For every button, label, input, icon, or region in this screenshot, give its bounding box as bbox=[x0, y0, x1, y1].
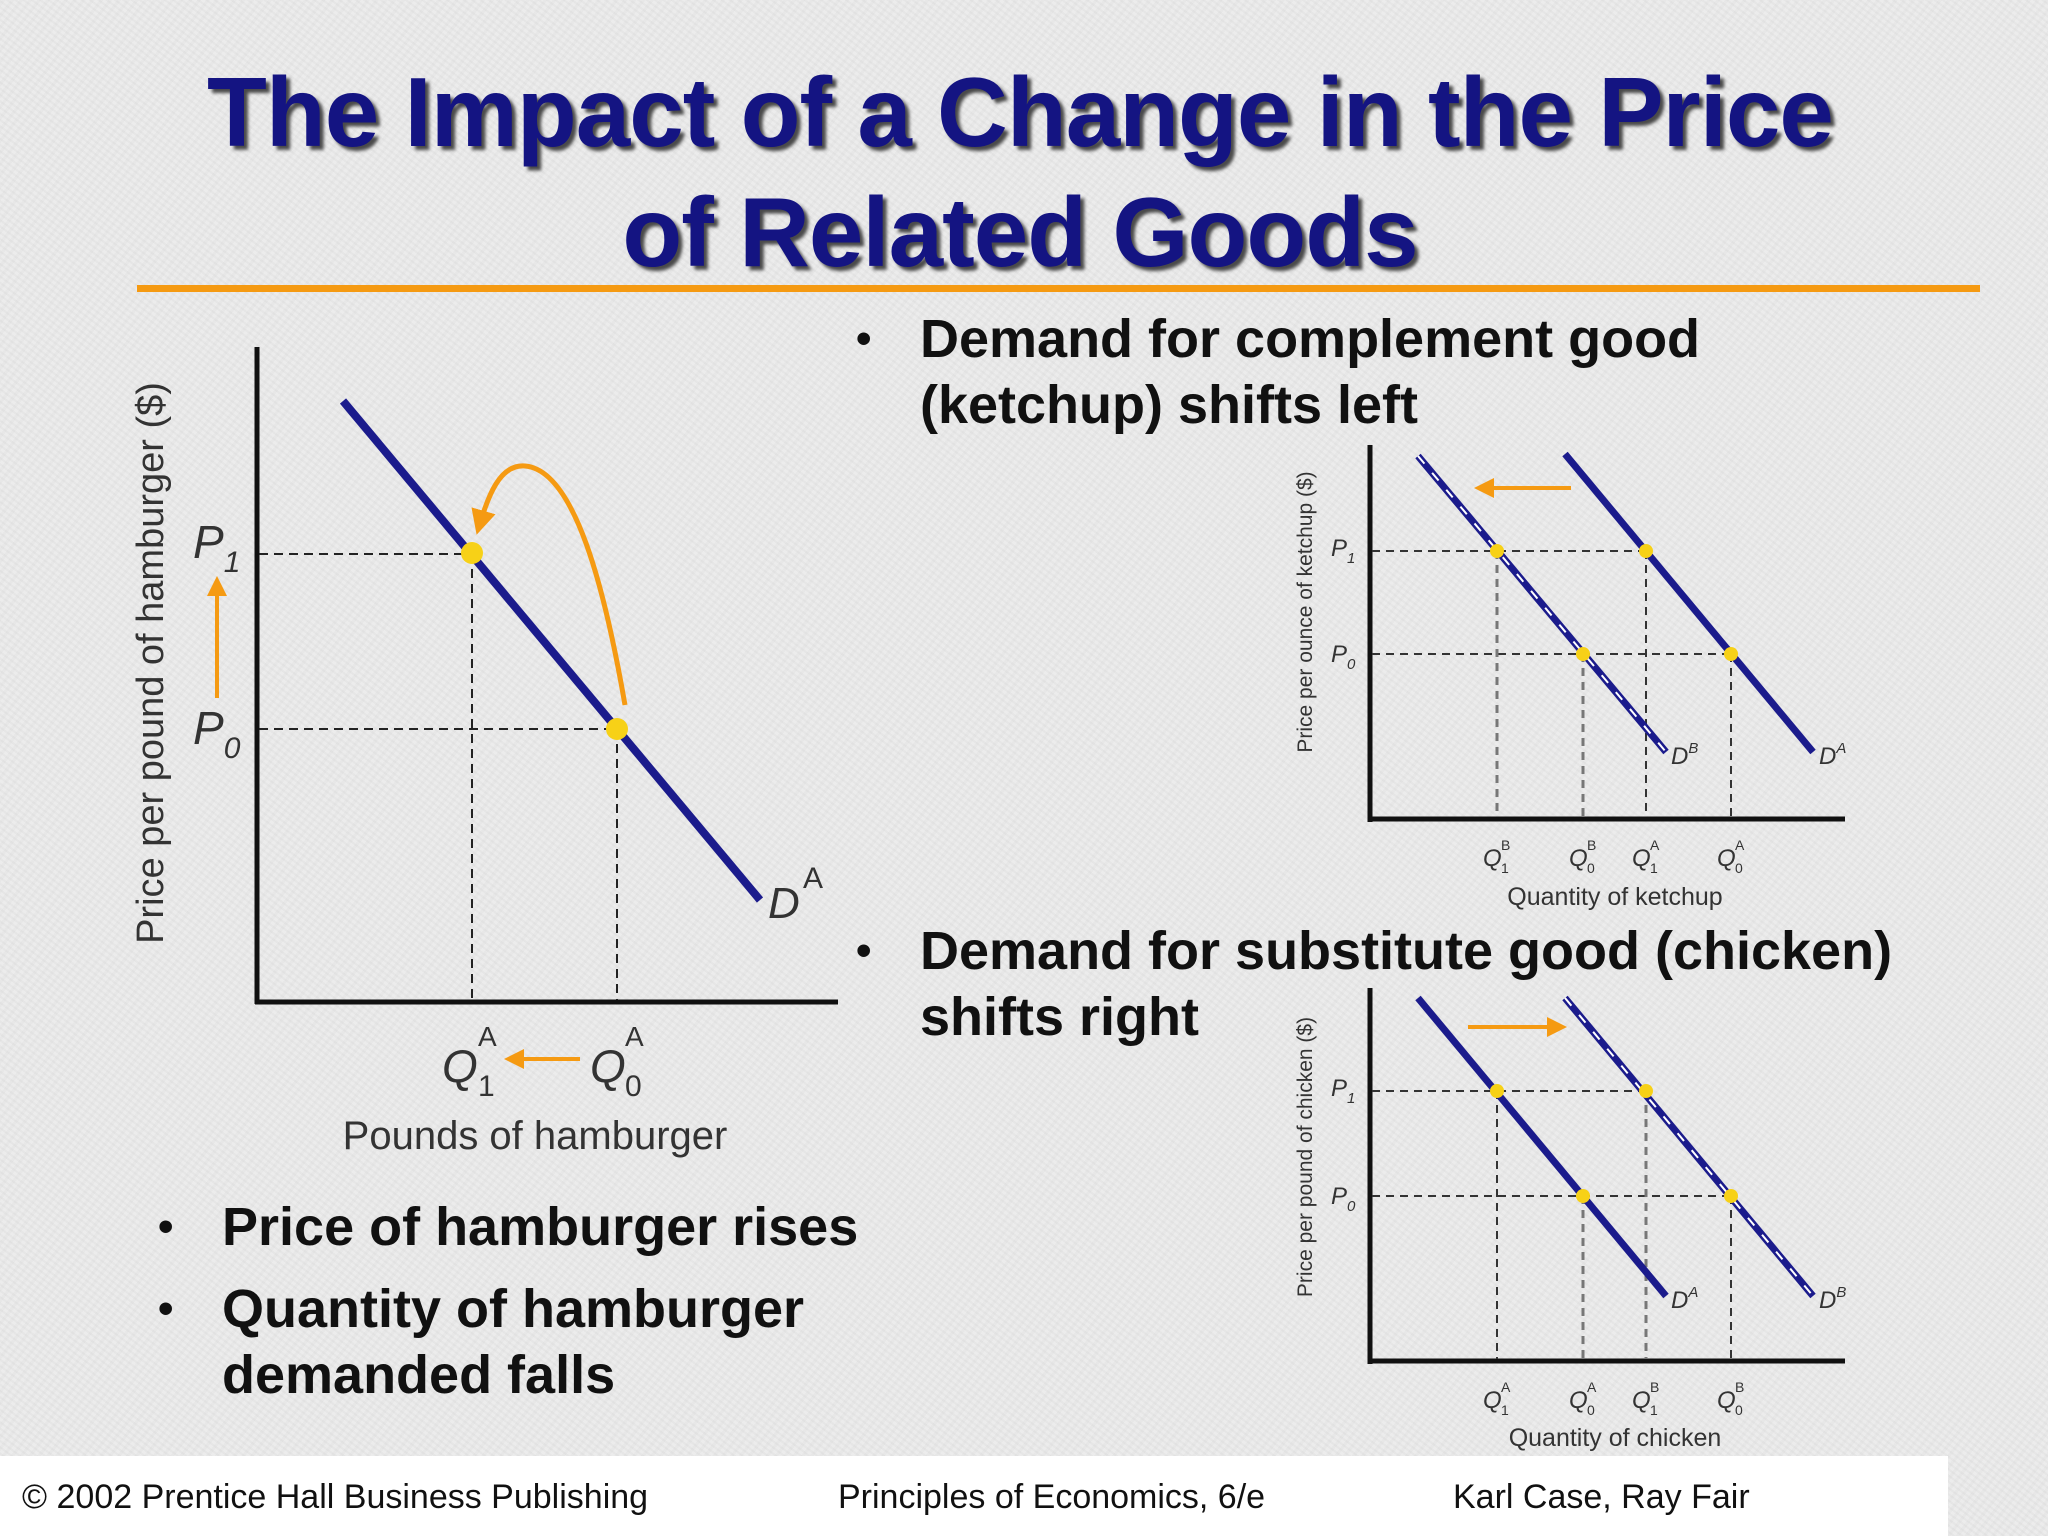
chicken-graph: P1 P0 DA DB Q A1 Q A0 Q B1 Q B0 Quantity of chi… bbox=[1294, 988, 1846, 1452]
bullet-item: • Quantity of hamburger demanded falls bbox=[158, 1276, 958, 1408]
footer-authors: Karl Case, Ray Fair bbox=[1453, 1478, 1750, 1516]
title-line-2: of Related Goods bbox=[622, 177, 1418, 287]
substitute-line-1: Demand for substitute good (chicken) bbox=[920, 921, 1893, 981]
title-line-1: The Impact of a Change in the Price bbox=[207, 57, 1834, 167]
ketchup-curve-b-label: DB bbox=[1671, 740, 1698, 770]
chicken-tick-2-sub: 0 bbox=[1587, 1402, 1595, 1418]
ketchup-demand-curve-b bbox=[1415, 453, 1669, 755]
chicken-tick-1-sup: A bbox=[1501, 1379, 1511, 1395]
chicken-tick-3-sub: 1 bbox=[1650, 1402, 1658, 1418]
hamburger-y-axis-label: Price per pound of hamburger ($) bbox=[130, 382, 172, 944]
hamburger-q0-label: Q bbox=[590, 1040, 626, 1092]
chicken-p1-label: P1 bbox=[1331, 1075, 1355, 1107]
hamburger-q1-sub: 1 bbox=[478, 1070, 495, 1103]
footer-copyright: © 2002 Prentice Hall Business Publishing bbox=[22, 1478, 649, 1516]
ketchup-curve-a-label: DA bbox=[1819, 740, 1846, 770]
bullet-text: Price of hamburger rises bbox=[222, 1197, 859, 1257]
chicken-x-axis-label: Quantity of chicken bbox=[1509, 1424, 1722, 1452]
chicken-point-b-p0 bbox=[1724, 1189, 1738, 1203]
bullet-marker: • bbox=[158, 1202, 174, 1251]
ketchup-point-a-p0 bbox=[1724, 647, 1738, 661]
chicken-tick-1: Q bbox=[1483, 1387, 1502, 1414]
ketchup-tick-2: Q bbox=[1569, 845, 1588, 872]
complement-line-2: (ketchup) shifts left bbox=[920, 375, 1419, 435]
hamburger-curve-label: D bbox=[768, 879, 800, 928]
hamburger-graph: P1 P0 Q A 1 Q A 0 D A Pounds of hamburge… bbox=[130, 347, 838, 1158]
hamburger-bullets: • Price of hamburger rises • Quantity of… bbox=[158, 1194, 958, 1424]
ketchup-tick-2-sup: B bbox=[1587, 837, 1596, 853]
ketchup-p1-label: P1 bbox=[1331, 535, 1355, 567]
chicken-demand-curve-b bbox=[1562, 995, 1816, 1299]
chicken-x-ticks: Q A1 Q A0 Q B1 Q B0 bbox=[1483, 1379, 1744, 1418]
chicken-tick-4-sup: B bbox=[1735, 1379, 1744, 1395]
slide-title: The Impact of a Change in the Price of R… bbox=[140, 52, 1900, 292]
hamburger-movement-arrow bbox=[471, 463, 628, 706]
hamburger-point-p0 bbox=[606, 718, 628, 740]
hamburger-q0-sup: A bbox=[625, 1021, 644, 1052]
chicken-tick-4: Q bbox=[1717, 1387, 1736, 1414]
bullet-marker: • bbox=[856, 926, 872, 975]
chicken-tick-1-sub: 1 bbox=[1501, 1402, 1509, 1418]
ketchup-tick-4-sup: A bbox=[1735, 837, 1745, 853]
hamburger-p0-label: P0 bbox=[193, 702, 241, 765]
ketchup-tick-3-sub: 1 bbox=[1650, 860, 1658, 876]
ketchup-tick-2-sub: 0 bbox=[1587, 860, 1595, 876]
chicken-demand-curve-a bbox=[1415, 995, 1669, 1299]
bullet-item: • Demand for substitute good (chicken) s… bbox=[856, 918, 1986, 1050]
chicken-tick-3-sup: B bbox=[1650, 1379, 1659, 1395]
ketchup-tick-1-sup: B bbox=[1501, 837, 1510, 853]
hamburger-q1-sup: A bbox=[478, 1021, 497, 1052]
chicken-tick-4-sub: 0 bbox=[1735, 1402, 1743, 1418]
bullet-text: Quantity of hamburger demanded falls bbox=[222, 1279, 805, 1405]
chicken-tick-2-sup: A bbox=[1587, 1379, 1597, 1395]
ketchup-tick-4: Q bbox=[1717, 845, 1736, 872]
substitute-line-2: shifts right bbox=[920, 987, 1199, 1047]
ketchup-graph: P1 P0 DB DA Q B1 Q B0 Q A1 Q A0 Quantity of ket… bbox=[1294, 445, 1846, 911]
bullet-marker: • bbox=[158, 1284, 174, 1333]
hamburger-q0-sub: 0 bbox=[625, 1070, 642, 1103]
ketchup-tick-1-sub: 1 bbox=[1501, 860, 1509, 876]
bullet-marker: • bbox=[856, 314, 872, 363]
hamburger-x-axis-label: Pounds of hamburger bbox=[343, 1114, 728, 1158]
ketchup-tick-4-sub: 0 bbox=[1735, 860, 1743, 876]
hamburger-p1-label: P1 bbox=[193, 516, 240, 579]
ketchup-x-axis-label: Quantity of ketchup bbox=[1507, 883, 1722, 911]
bullet-item: • Demand for complement good (ketchup) s… bbox=[856, 306, 1986, 438]
chicken-point-b-p1 bbox=[1639, 1084, 1653, 1098]
footer-bar bbox=[0, 1456, 1948, 1536]
chicken-curve-b-label: DB bbox=[1819, 1284, 1846, 1314]
chicken-tick-2: Q bbox=[1569, 1387, 1588, 1414]
chicken-tick-3: Q bbox=[1632, 1387, 1651, 1414]
chicken-point-a-p0 bbox=[1576, 1189, 1590, 1203]
hamburger-demand-curve bbox=[339, 398, 764, 903]
substitute-bullet: • Demand for substitute good (chicken) s… bbox=[856, 918, 1986, 1050]
ketchup-y-axis-label: Price per ounce of ketchup ($) bbox=[1294, 471, 1317, 752]
ketchup-point-a-p1 bbox=[1639, 544, 1653, 558]
footer-book: Principles of Economics, 6/e bbox=[838, 1478, 1266, 1516]
chicken-curve-a-label: DA bbox=[1671, 1284, 1698, 1314]
title-divider bbox=[137, 285, 1980, 292]
ketchup-p0-label: P0 bbox=[1331, 641, 1356, 673]
ketchup-point-b-p1 bbox=[1490, 544, 1504, 558]
ketchup-demand-curve-a bbox=[1562, 451, 1816, 755]
complement-line-1: Demand for complement good bbox=[920, 309, 1701, 369]
chicken-point-a-p1 bbox=[1490, 1084, 1504, 1098]
ketchup-tick-3: Q bbox=[1632, 845, 1651, 872]
ketchup-tick-1: Q bbox=[1483, 845, 1502, 872]
hamburger-curve-sup: A bbox=[803, 862, 823, 895]
complement-bullet: • Demand for complement good (ketchup) s… bbox=[856, 306, 1986, 438]
ketchup-x-ticks: Q B1 Q B0 Q A1 Q A0 bbox=[1483, 837, 1745, 876]
ketchup-point-b-p0 bbox=[1576, 647, 1590, 661]
bullet-item: • Price of hamburger rises bbox=[158, 1194, 958, 1260]
hamburger-point-p1 bbox=[461, 542, 483, 564]
hamburger-q1-label: Q bbox=[442, 1040, 478, 1092]
ketchup-tick-3-sup: A bbox=[1650, 837, 1660, 853]
chicken-p0-label: P0 bbox=[1331, 1183, 1356, 1215]
chicken-y-axis-label: Price per pound of chicken ($) bbox=[1294, 1017, 1317, 1297]
